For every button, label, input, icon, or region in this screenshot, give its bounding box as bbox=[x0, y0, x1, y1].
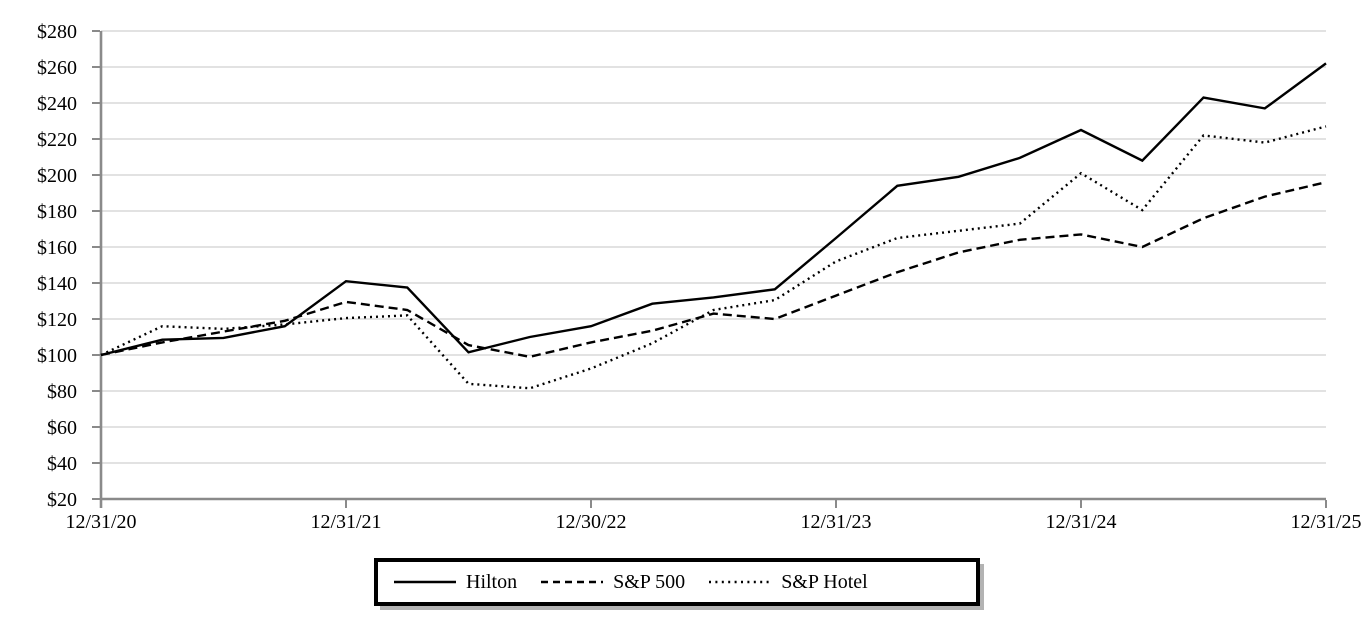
dotted-line-sample-icon bbox=[709, 580, 772, 584]
chart-legend: Hilton S&P 500 S&P Hotel bbox=[374, 558, 980, 606]
legend-item-sphotel: S&P Hotel bbox=[709, 571, 868, 594]
legend-label-sphotel: S&P Hotel bbox=[781, 570, 868, 593]
legend-item-hilton: Hilton bbox=[394, 571, 517, 594]
y-tick-label: $180 bbox=[37, 201, 77, 223]
y-tick-label: $220 bbox=[37, 129, 77, 151]
x-tick-label: 12/31/25 bbox=[1290, 511, 1361, 533]
legend-label-hilton: Hilton bbox=[466, 570, 518, 593]
dashed-line-sample-icon bbox=[541, 580, 604, 584]
legend-label-sp500: S&P 500 bbox=[613, 570, 686, 593]
y-tick-label: $120 bbox=[37, 309, 77, 331]
y-tick-label: $240 bbox=[37, 93, 77, 115]
y-tick-label: $160 bbox=[37, 237, 77, 259]
series-line-sphotel bbox=[100, 125, 1327, 390]
x-tick-label: 12/31/24 bbox=[1045, 511, 1116, 533]
y-tick-label: $40 bbox=[47, 453, 77, 475]
y-tick-label: $60 bbox=[47, 417, 77, 439]
y-tick-label: $260 bbox=[37, 57, 77, 79]
legend-item-sp500: S&P 500 bbox=[541, 571, 685, 594]
series-line-hilton bbox=[100, 62, 1327, 357]
y-tick-label: $280 bbox=[37, 21, 77, 43]
y-tick-label: $200 bbox=[37, 165, 77, 187]
y-tick-label: $100 bbox=[37, 345, 77, 367]
x-tick-label: 12/30/22 bbox=[555, 511, 626, 533]
x-tick-label: 12/31/20 bbox=[65, 511, 136, 533]
x-tick-label: 12/31/23 bbox=[800, 511, 871, 533]
solid-line-sample-icon bbox=[394, 580, 456, 584]
series-line-sp500 bbox=[100, 181, 1327, 359]
y-tick-label: $20 bbox=[47, 489, 77, 511]
y-tick-label: $140 bbox=[37, 273, 77, 295]
y-tick-label: $80 bbox=[47, 381, 77, 403]
x-tick-label: 12/31/21 bbox=[310, 511, 381, 533]
